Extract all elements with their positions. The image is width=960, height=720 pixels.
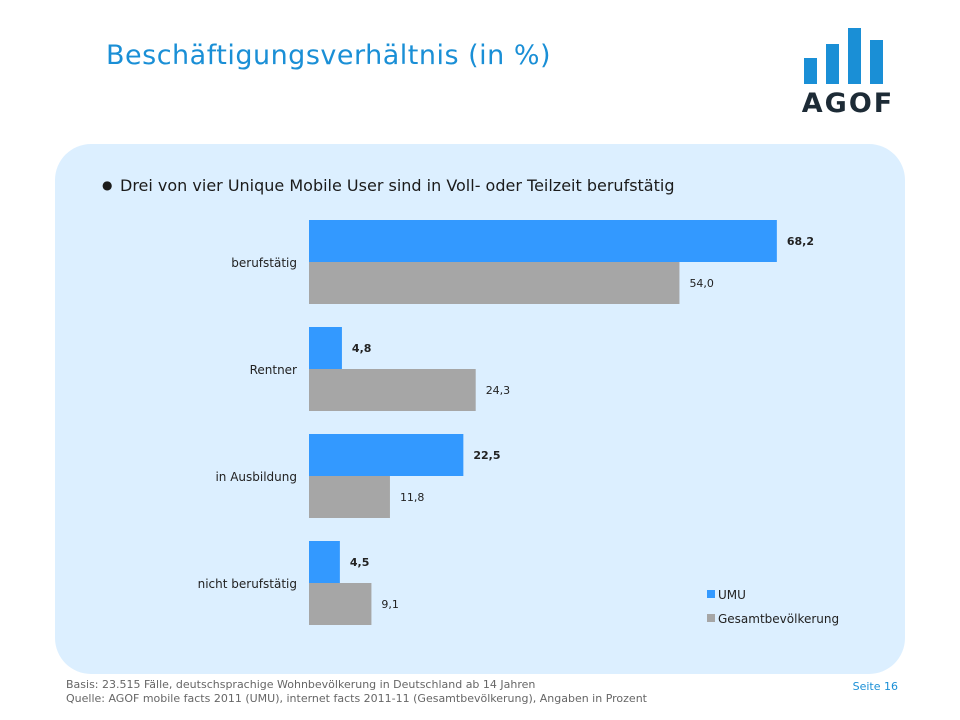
- bar: [309, 476, 390, 518]
- bullet-dot-icon: ●: [102, 178, 113, 192]
- bar: [309, 541, 340, 583]
- data-label: 24,3: [486, 384, 511, 397]
- bullet-point: ● Drei von vier Unique Mobile User sind i…: [102, 176, 674, 195]
- category-label: nicht berufstätig: [198, 577, 297, 591]
- bar: [309, 220, 777, 262]
- legend-label: UMU: [718, 588, 746, 602]
- page-title: Beschäftigungsverhältnis (in %): [106, 40, 552, 71]
- data-label: 68,2: [787, 235, 814, 248]
- footer-notes: Basis: 23.515 Fälle, deutschsprachige Wo…: [66, 678, 647, 706]
- bullet-text: Drei von vier Unique Mobile User sind in…: [120, 176, 675, 195]
- legend-swatch: [707, 590, 715, 598]
- agof-logo: AGOF: [798, 22, 898, 119]
- bar: [309, 262, 680, 304]
- page-number: Seite 16: [852, 680, 898, 693]
- data-label: 22,5: [473, 449, 500, 462]
- footer-quelle: Quelle: AGOF mobile facts 2011 (UMU), in…: [66, 692, 647, 705]
- logo-text: AGOF: [802, 88, 894, 118]
- category-label: Rentner: [250, 363, 297, 377]
- bar: [309, 369, 476, 411]
- bar: [309, 583, 372, 625]
- footer-basis: Basis: 23.515 Fälle, deutschsprachige Wo…: [66, 678, 536, 691]
- data-label: 54,0: [689, 277, 714, 290]
- category-label: berufstätig: [231, 256, 297, 270]
- legend-swatch: [707, 614, 715, 622]
- bar: [309, 327, 342, 369]
- category-label: in Ausbildung: [215, 470, 297, 484]
- data-label: 9,1: [381, 598, 399, 611]
- data-label: 4,5: [350, 556, 370, 569]
- legend-label: Gesamtbevölkerung: [718, 612, 839, 626]
- data-label: 4,8: [352, 342, 372, 355]
- bar: [309, 434, 464, 476]
- data-label: 11,8: [400, 491, 425, 504]
